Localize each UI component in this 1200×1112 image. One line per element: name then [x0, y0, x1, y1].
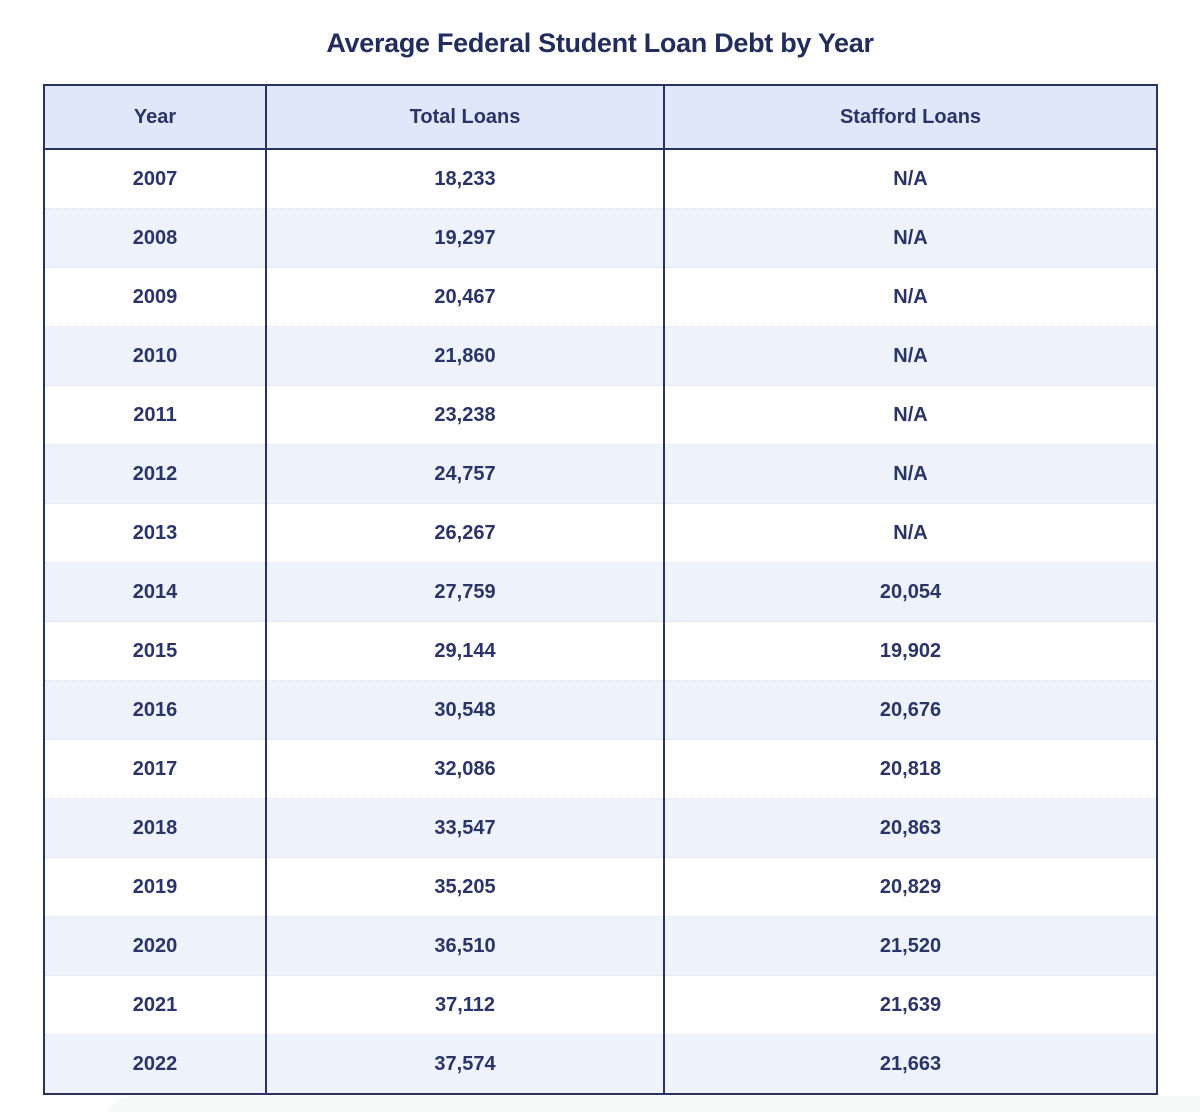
table-row: 2021 37,112 21,639	[43, 975, 1158, 1035]
header-row: Year Total Loans Stafford Loans	[43, 84, 1158, 150]
table-body: 2007 18,233 N/A 2008 19,297 N/A 2009 20,…	[43, 148, 1158, 1095]
year-cell: 2019	[43, 857, 267, 917]
stafford-loans-cell: N/A	[663, 503, 1158, 563]
stafford-loans-cell: 20,054	[663, 562, 1158, 622]
table-row: 2009 20,467 N/A	[43, 267, 1158, 327]
column-header-stafford-loans: Stafford Loans	[663, 84, 1158, 150]
stafford-loans-cell: N/A	[663, 267, 1158, 327]
stafford-loans-cell: 20,676	[663, 680, 1158, 740]
year-cell: 2007	[43, 148, 267, 209]
total-loans-cell: 18,233	[265, 148, 665, 209]
stafford-loans-cell: 21,520	[663, 916, 1158, 976]
table-row: 2010 21,860 N/A	[43, 326, 1158, 386]
table-row: 2013 26,267 N/A	[43, 503, 1158, 563]
year-cell: 2014	[43, 562, 267, 622]
stafford-loans-cell: N/A	[663, 385, 1158, 445]
loan-debt-table: Year Total Loans Stafford Loans 2007 18,…	[43, 84, 1158, 1095]
stafford-loans-cell: N/A	[663, 208, 1158, 268]
stafford-loans-cell: N/A	[663, 444, 1158, 504]
year-cell: 2009	[43, 267, 267, 327]
stafford-loans-cell: 19,902	[663, 621, 1158, 681]
column-header-total-loans: Total Loans	[265, 84, 665, 150]
total-loans-cell: 36,510	[265, 916, 665, 976]
table-row: 2011 23,238 N/A	[43, 385, 1158, 445]
page-title: Average Federal Student Loan Debt by Yea…	[326, 28, 874, 58]
year-cell: 2011	[43, 385, 267, 445]
table-header: Year Total Loans Stafford Loans	[43, 84, 1158, 150]
table-row: 2018 33,547 20,863	[43, 798, 1158, 858]
column-header-year: Year	[43, 84, 267, 150]
total-loans-cell: 21,860	[265, 326, 665, 386]
stafford-loans-cell: N/A	[663, 326, 1158, 386]
table-row: 2014 27,759 20,054	[43, 562, 1158, 622]
year-cell: 2015	[43, 621, 267, 681]
total-loans-cell: 29,144	[265, 621, 665, 681]
year-cell: 2018	[43, 798, 267, 858]
total-loans-cell: 24,757	[265, 444, 665, 504]
total-loans-cell: 33,547	[265, 798, 665, 858]
year-cell: 2016	[43, 680, 267, 740]
total-loans-cell: 23,238	[265, 385, 665, 445]
year-cell: 2017	[43, 739, 267, 799]
total-loans-cell: 30,548	[265, 680, 665, 740]
total-loans-cell: 26,267	[265, 503, 665, 563]
table-row: 2012 24,757 N/A	[43, 444, 1158, 504]
total-loans-cell: 37,112	[265, 975, 665, 1035]
stafford-loans-cell: 20,818	[663, 739, 1158, 799]
table-row: 2017 32,086 20,818	[43, 739, 1158, 799]
stafford-loans-cell: 21,663	[663, 1034, 1158, 1095]
table-row: 2022 37,574 21,663	[43, 1034, 1158, 1095]
stafford-loans-cell: N/A	[663, 148, 1158, 209]
total-loans-cell: 35,205	[265, 857, 665, 917]
next-section-card-edge	[104, 1096, 1200, 1112]
year-cell: 2022	[43, 1034, 267, 1095]
stafford-loans-cell: 20,829	[663, 857, 1158, 917]
total-loans-cell: 27,759	[265, 562, 665, 622]
year-cell: 2012	[43, 444, 267, 504]
year-cell: 2010	[43, 326, 267, 386]
table-row: 2019 35,205 20,829	[43, 857, 1158, 917]
total-loans-cell: 32,086	[265, 739, 665, 799]
stafford-loans-cell: 21,639	[663, 975, 1158, 1035]
table-row: 2015 29,144 19,902	[43, 621, 1158, 681]
year-cell: 2020	[43, 916, 267, 976]
stafford-loans-cell: 20,863	[663, 798, 1158, 858]
table-row: 2007 18,233 N/A	[43, 148, 1158, 209]
year-cell: 2013	[43, 503, 267, 563]
total-loans-cell: 37,574	[265, 1034, 665, 1095]
year-cell: 2021	[43, 975, 267, 1035]
table-row: 2020 36,510 21,520	[43, 916, 1158, 976]
total-loans-cell: 20,467	[265, 267, 665, 327]
year-cell: 2008	[43, 208, 267, 268]
table-row: 2008 19,297 N/A	[43, 208, 1158, 268]
table-row: 2016 30,548 20,676	[43, 680, 1158, 740]
total-loans-cell: 19,297	[265, 208, 665, 268]
